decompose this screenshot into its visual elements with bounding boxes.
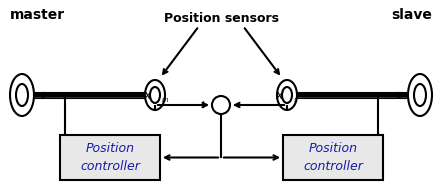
FancyBboxPatch shape bbox=[283, 135, 383, 180]
Text: master: master bbox=[10, 8, 65, 22]
Ellipse shape bbox=[16, 84, 28, 106]
Text: $x$: $x$ bbox=[275, 89, 285, 102]
Text: $_s$: $_s$ bbox=[293, 95, 298, 105]
Circle shape bbox=[212, 96, 230, 114]
Text: Position sensors: Position sensors bbox=[164, 12, 278, 25]
Ellipse shape bbox=[10, 74, 34, 116]
FancyBboxPatch shape bbox=[60, 135, 160, 180]
Text: slave: slave bbox=[391, 8, 432, 22]
Text: $-$: $-$ bbox=[232, 99, 242, 109]
Text: $x$: $x$ bbox=[143, 89, 153, 102]
Ellipse shape bbox=[277, 80, 297, 110]
Ellipse shape bbox=[145, 80, 165, 110]
Text: Position
controller: Position controller bbox=[80, 142, 140, 173]
Ellipse shape bbox=[408, 74, 432, 116]
Text: $+$: $+$ bbox=[198, 98, 208, 109]
Text: Position
controller: Position controller bbox=[303, 142, 363, 173]
Ellipse shape bbox=[150, 87, 160, 103]
Ellipse shape bbox=[282, 87, 292, 103]
Text: $_m$: $_m$ bbox=[161, 95, 169, 105]
Ellipse shape bbox=[414, 84, 426, 106]
